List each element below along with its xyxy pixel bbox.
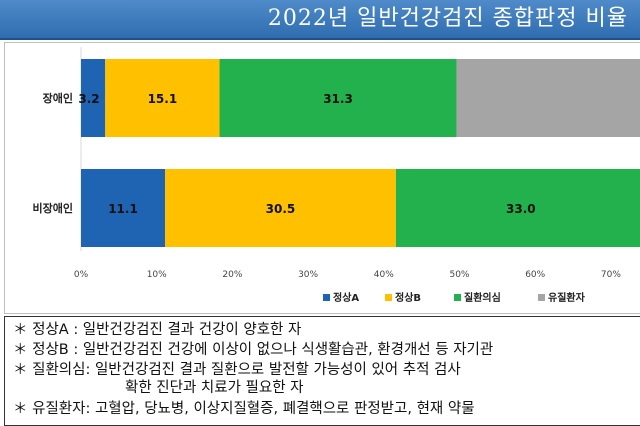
x-tick-label: 40% [374, 270, 394, 280]
data-label: 11.1 [108, 202, 138, 216]
data-label: 15.1 [148, 92, 178, 106]
bar-segment [165, 169, 396, 247]
x-tick-label: 50% [449, 270, 469, 280]
x-tick-label: 0% [74, 270, 89, 280]
chart-title: 2022년 일반건강검진 종합판정 비율 [267, 6, 628, 31]
notes-box: ＊ 정상A : 일반건강검진 결과 건강이 양호한 자 ＊ 정상B : 일반건강… [4, 316, 640, 426]
note-normal-b: ＊ 정상B : 일반건강검진 건강에 이상이 없으나 식생활습관, 환경개선 등… [13, 342, 494, 358]
stacked-bar-chart: 장애인비장애인3.215.131.3511.130.533.00%10%20%3… [33, 47, 640, 304]
chart-area: 장애인비장애인3.215.131.3511.130.533.00%10%20%3… [4, 42, 640, 314]
bar-segment [395, 169, 640, 247]
data-label: 3.2 [78, 92, 99, 106]
bar-segment [456, 59, 640, 137]
legend-label: 정상A [333, 291, 359, 304]
data-label: 30.5 [266, 202, 296, 216]
x-tick-label: 70% [601, 270, 621, 280]
x-tick-label: 10% [147, 270, 167, 280]
note-disease: ＊ 유질환자: 고혈압, 당뇨병, 이상지질혈증, 폐결핵으로 판정받고, 현재… [13, 401, 475, 417]
category-label: 비장애인 [33, 201, 73, 215]
note-suspected-cont: 확한 진단과 치료가 필요한 자 [125, 380, 304, 396]
data-label: 31.3 [323, 92, 353, 106]
x-tick-label: 20% [222, 270, 242, 280]
data-label: 33.0 [506, 202, 536, 216]
bar-segment [219, 59, 457, 137]
legend-swatch [385, 294, 392, 301]
bar-segment [81, 59, 106, 137]
category-label: 장애인 [43, 91, 73, 105]
x-tick-label: 30% [298, 270, 318, 280]
bar-segment [105, 59, 220, 137]
note-normal-a: ＊ 정상A : 일반건강검진 결과 건강이 양호한 자 [13, 322, 302, 338]
legend-label: 유질환자 [548, 291, 586, 304]
legend-label: 정상B [395, 291, 421, 304]
title-bar: 2022년 일반건강검진 종합판정 비율 [0, 0, 640, 40]
x-tick-label: 60% [525, 270, 545, 280]
legend-label: 질환의심 [464, 291, 501, 304]
note-suspected: ＊ 질환의심: 일반건강검진 결과 질환으로 발전할 가능성이 있어 추적 검사 [13, 362, 461, 378]
legend-swatch [454, 294, 461, 301]
legend-swatch [323, 294, 330, 301]
legend-swatch [538, 294, 545, 301]
bar-segment [81, 169, 166, 247]
